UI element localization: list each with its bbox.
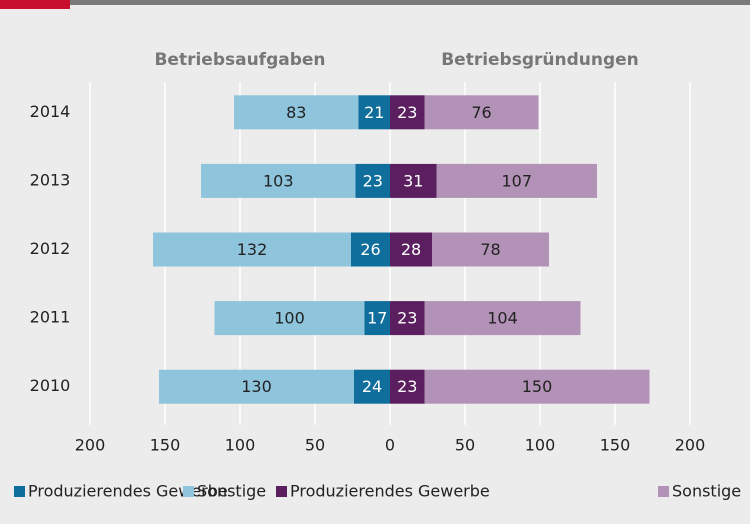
data-label: 23 — [397, 377, 417, 396]
data-label: 31 — [403, 171, 423, 190]
top-bar — [0, 0, 750, 5]
data-label: 104 — [487, 309, 518, 328]
bar-segment — [351, 232, 390, 267]
group-title: Betriebsaufgaben — [154, 50, 325, 70]
bar-segment — [364, 301, 390, 336]
data-label: 150 — [522, 377, 553, 396]
data-label: 23 — [397, 103, 417, 122]
bar-segment — [424, 369, 650, 404]
data-label: 24 — [362, 377, 382, 396]
data-label: 83 — [286, 103, 306, 122]
data-label: 100 — [274, 309, 305, 328]
x-tick-label: 0 — [385, 436, 395, 455]
legend-label: Sonstige — [197, 482, 266, 501]
data-label: 107 — [501, 171, 532, 190]
x-tick-label: 150 — [600, 436, 631, 455]
data-label: 103 — [263, 171, 294, 190]
bar-segment — [201, 163, 356, 198]
group-title: Betriebsgründungen — [441, 50, 639, 70]
legend-swatch — [14, 486, 25, 497]
x-tick-label: 200 — [75, 436, 106, 455]
data-label: 21 — [364, 103, 384, 122]
bar-segment — [234, 95, 359, 130]
data-label: 132 — [237, 240, 268, 259]
bar-segment — [390, 369, 425, 404]
legend-label: Produzierendes Gewerbe — [290, 482, 490, 501]
y-tick-label: 2014 — [30, 102, 71, 121]
y-tick-label: 2010 — [30, 376, 71, 395]
data-label: 23 — [363, 171, 383, 190]
bar-segment — [436, 163, 597, 198]
legend-label: Sonstige — [672, 482, 741, 501]
bar-segment — [214, 301, 365, 336]
data-label: 28 — [401, 240, 421, 259]
x-tick-label: 50 — [455, 436, 475, 455]
x-tick-label: 200 — [675, 436, 706, 455]
bar-segment — [424, 301, 581, 336]
bar-segment — [153, 232, 351, 267]
data-label: 17 — [367, 309, 387, 328]
x-tick-label: 100 — [525, 436, 556, 455]
data-label: 78 — [480, 240, 500, 259]
legend-swatch — [183, 486, 194, 497]
legend-swatch — [658, 486, 669, 497]
data-label: 76 — [471, 103, 491, 122]
y-tick-label: 2011 — [30, 308, 71, 327]
bar-segment — [390, 232, 432, 267]
y-tick-label: 2012 — [30, 239, 71, 258]
bar-segment — [390, 95, 425, 130]
bar-segment — [424, 95, 539, 130]
x-tick-label: 150 — [150, 436, 181, 455]
x-tick-label: 50 — [305, 436, 325, 455]
bar-segment — [358, 95, 390, 130]
bar-segment — [390, 301, 425, 336]
top-accent — [0, 0, 70, 9]
bar-segment — [432, 232, 549, 267]
legend-label: Produzierendes Gewerbe — [28, 482, 228, 501]
bar-segment — [354, 369, 390, 404]
data-label: 130 — [241, 377, 272, 396]
data-label: 23 — [397, 309, 417, 328]
x-tick-label: 100 — [225, 436, 256, 455]
bar-segment — [390, 163, 437, 198]
bar-segment — [159, 369, 354, 404]
bar-segment — [355, 163, 390, 198]
data-label: 26 — [360, 240, 380, 259]
y-tick-label: 2013 — [30, 170, 71, 189]
legend-swatch — [276, 486, 287, 497]
